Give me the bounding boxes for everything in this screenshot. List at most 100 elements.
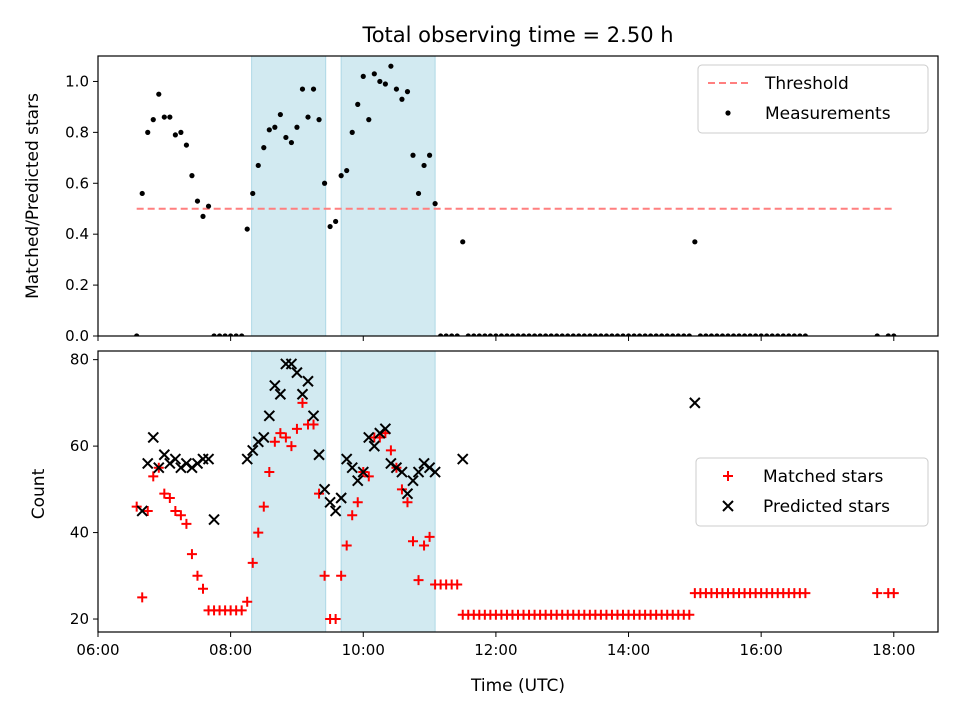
y-tick-label: 0.6 <box>65 174 89 192</box>
measurement-point <box>648 333 654 336</box>
predicted-star-point <box>169 453 182 465</box>
matched-star-point <box>275 428 286 439</box>
measurement-point <box>288 139 295 146</box>
measurement-point <box>874 333 880 336</box>
predicted-star-point <box>412 466 425 478</box>
legend-measurements-label: Measurements <box>765 104 891 124</box>
measurement-point <box>327 223 333 230</box>
measurement-point <box>664 333 670 336</box>
predicted-star-point <box>352 474 364 487</box>
measurement-point <box>603 333 610 336</box>
predicted-star-point <box>136 505 148 517</box>
axes-frame <box>97 55 939 337</box>
measurement-point <box>581 333 587 336</box>
measurement-point <box>261 145 267 151</box>
matched-star-point <box>402 497 413 508</box>
measurement-point <box>686 333 692 336</box>
legend-threshold-label: Threshold <box>764 74 849 94</box>
x-tick-label: 10:00 <box>342 641 385 659</box>
predicted-star-point <box>401 487 414 500</box>
matched-star-point <box>181 518 192 529</box>
plot-area <box>134 56 897 336</box>
measurement-point <box>205 203 212 209</box>
measurement-point <box>305 114 311 120</box>
matched-star-point <box>148 471 159 482</box>
measurement-point <box>338 173 344 179</box>
measurement-point <box>415 190 422 197</box>
measurement-point <box>388 63 394 69</box>
y-tick-label: 0.2 <box>65 276 89 294</box>
y-tick-label: 20 <box>70 610 89 628</box>
matched-star-point <box>347 510 358 521</box>
measurement-point <box>769 333 775 336</box>
x-axis-label: Time (UTC) <box>470 676 565 696</box>
chart-title: Total observing time = 2.50 h <box>361 23 673 47</box>
matched-star-point <box>175 510 186 521</box>
matched-star-point <box>247 557 258 568</box>
measurement-point <box>266 127 272 133</box>
legend-matched-swatch <box>723 471 733 481</box>
predicted-star-point <box>329 505 342 517</box>
y-tick-label: 1.0 <box>65 72 89 90</box>
measurement-point <box>791 333 797 336</box>
predicted-star-point <box>258 431 270 444</box>
y-tick-label: 60 <box>70 437 89 455</box>
measurement-point <box>515 333 521 336</box>
measurement-point <box>139 190 145 197</box>
measurement-point <box>355 101 361 107</box>
measurement-point <box>277 111 283 118</box>
measurement-point <box>786 333 792 336</box>
measurement-point <box>460 239 466 245</box>
measurement-point <box>255 162 261 169</box>
measurement-point <box>233 333 239 336</box>
predicted-star-point <box>147 431 159 444</box>
measurement-point <box>283 134 289 141</box>
predicted-star-point <box>202 453 215 465</box>
predicted-star-point <box>197 453 209 465</box>
x-tick-label: 18:00 <box>872 641 915 659</box>
x-tick-label: 12:00 <box>474 641 517 659</box>
predicted-star-point <box>429 466 441 478</box>
measurement-point <box>183 142 190 148</box>
measurement-point <box>797 333 803 336</box>
measurement-point <box>150 117 156 123</box>
measurement-point <box>449 333 455 336</box>
measurement-point <box>200 213 206 219</box>
y-tick-label: 0.8 <box>65 123 89 141</box>
matched-star-point <box>242 596 253 607</box>
measurement-point <box>753 333 759 336</box>
measurement-point <box>587 333 593 336</box>
axes-frame <box>97 350 939 633</box>
matched-star-point <box>330 614 341 625</box>
measurement-point <box>758 333 764 336</box>
measurement-point <box>747 333 753 336</box>
plot-area <box>131 351 899 632</box>
measurement-point <box>802 333 808 336</box>
measurement-point <box>520 333 527 336</box>
measurement-point <box>681 333 687 336</box>
measurement-point <box>145 129 151 135</box>
matched-star-point <box>419 540 430 551</box>
y-tick-label: 0.0 <box>65 327 89 345</box>
measurement-point <box>294 124 300 130</box>
measurement-point <box>697 333 703 336</box>
measurement-point <box>548 333 554 336</box>
x-tick-label: 08:00 <box>209 641 252 659</box>
predicted-star-point <box>153 462 165 474</box>
measurement-point <box>228 333 234 336</box>
matched-star-point <box>258 501 269 512</box>
matched-star-point <box>352 497 363 508</box>
measurement-point <box>653 333 659 336</box>
measurement-point <box>371 71 377 77</box>
measurement-point <box>476 333 482 336</box>
measurement-point <box>382 81 388 87</box>
measurement-point <box>156 91 162 97</box>
measurement-point <box>310 86 317 92</box>
x-tick-label: 14:00 <box>607 641 650 659</box>
measurement-point <box>272 124 278 130</box>
matched-star-point <box>142 505 153 516</box>
measurement-point <box>576 333 582 336</box>
matched-star-point <box>424 531 435 542</box>
measurement-point <box>410 152 416 158</box>
matched-star-point <box>684 609 695 620</box>
